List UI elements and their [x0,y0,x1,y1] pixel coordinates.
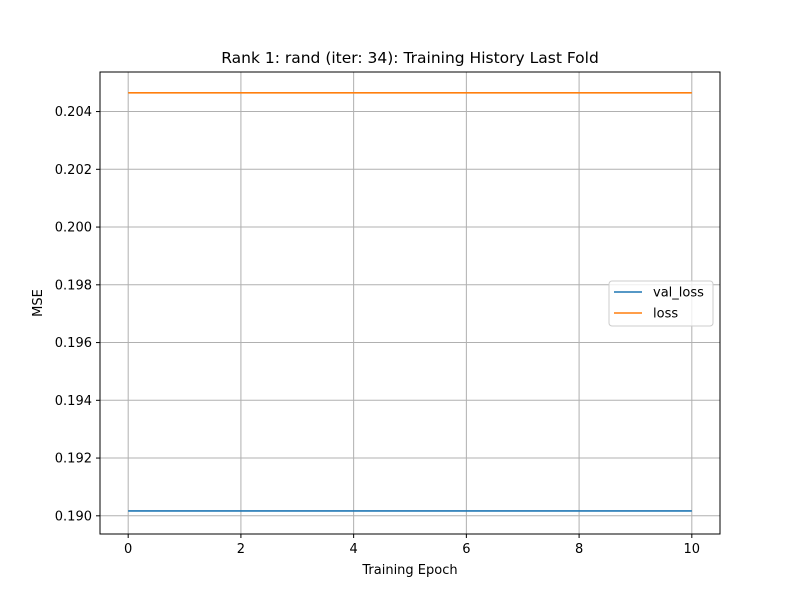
y-axis-title: MSE [31,289,46,317]
x-tick-label: 6 [462,542,470,557]
x-tick-label: 2 [237,542,245,557]
legend-label-loss: loss [653,307,678,322]
ticks-layer: 0 2 4 6 8 10 0.190 0.192 0.194 0.196 0.198 0.200 0.2… [55,105,700,557]
legend-label-val-loss: val_loss [653,286,704,301]
y-tick-label: 0.192 [55,452,92,467]
plot-frame [99,71,721,535]
y-tick-label: 0.202 [55,163,92,178]
series-layer [128,91,692,512]
y-tick-label: 0.194 [55,394,92,409]
x-tick-label: 10 [684,542,701,557]
x-tick-label: 0 [124,542,132,557]
x-tick-label: 8 [575,542,583,557]
chart-title: Rank 1: rand (iter: 34): Training Histor… [221,49,599,67]
y-tick-label: 0.200 [55,221,92,236]
y-tick-label: 0.196 [55,336,92,351]
x-tick-label: 4 [349,542,357,557]
y-tick-label: 0.198 [55,278,92,293]
x-axis-title: Training Epoch [361,563,457,578]
y-tick-label: 0.190 [55,509,92,524]
y-tick-label: 0.204 [55,105,92,120]
